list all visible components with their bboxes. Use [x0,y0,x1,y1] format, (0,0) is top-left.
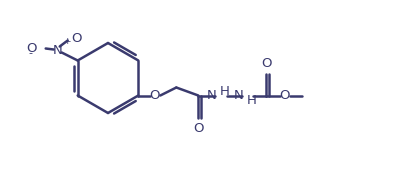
Text: O: O [72,32,82,45]
Text: O: O [26,42,37,55]
Text: O: O [279,89,290,102]
Text: O: O [261,56,272,70]
Text: O: O [149,89,160,102]
Text: H: H [246,93,256,106]
Text: +: + [63,36,70,46]
Text: N: N [53,44,63,57]
Text: O: O [193,121,203,134]
Text: N: N [207,89,216,102]
Text: -: - [29,49,33,58]
Text: H: H [219,84,229,98]
Text: N: N [233,89,243,102]
